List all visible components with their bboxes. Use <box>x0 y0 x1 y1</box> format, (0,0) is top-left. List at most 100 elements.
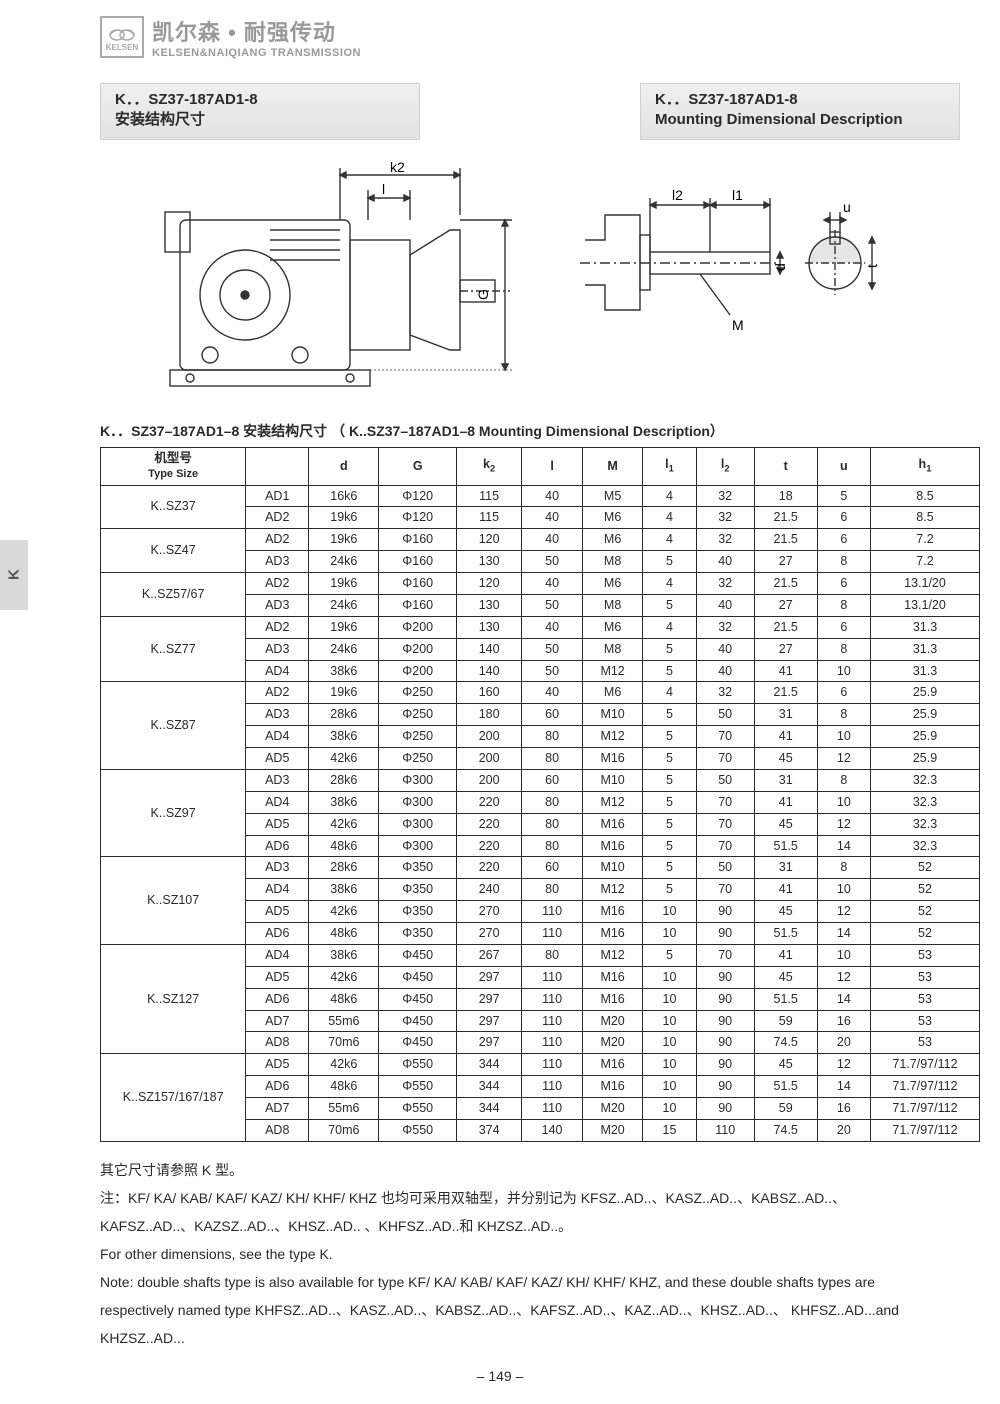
data-cell: AD6 <box>246 923 309 945</box>
brand-en: KELSEN&NAIQIANG TRANSMISSION <box>152 47 361 59</box>
data-cell: Φ250 <box>379 726 456 748</box>
data-cell: 16 <box>817 1098 870 1120</box>
data-cell: 25.9 <box>870 682 979 704</box>
title-right: K．．SZ37-187AD1-8 Mounting Dimensional De… <box>640 83 960 140</box>
data-cell: 10 <box>643 1032 696 1054</box>
data-cell: 8 <box>817 704 870 726</box>
data-cell: 71.7/97/112 <box>870 1054 979 1076</box>
data-cell: 60 <box>522 769 583 791</box>
data-cell: 52 <box>870 857 979 879</box>
data-cell: 32 <box>696 573 754 595</box>
note-cn2: 注：KF/ KA/ KAB/ KAF/ KAZ/ KH/ KHF/ KHZ 也均… <box>100 1184 900 1240</box>
type-size-cell: K..SZ97 <box>101 769 246 857</box>
data-cell: M5 <box>582 485 643 507</box>
data-cell: AD6 <box>246 1076 309 1098</box>
type-size-cell: K..SZ87 <box>101 682 246 770</box>
data-cell: 40 <box>522 485 583 507</box>
data-cell: 140 <box>456 638 521 660</box>
data-cell: 8.5 <box>870 485 979 507</box>
data-cell: M16 <box>582 966 643 988</box>
data-cell: AD6 <box>246 835 309 857</box>
drawing-label-l1: l1 <box>732 187 743 203</box>
data-cell: M12 <box>582 791 643 813</box>
data-cell: AD7 <box>246 1010 309 1032</box>
drawing-label-l: l <box>382 181 385 197</box>
data-cell: 18 <box>754 485 817 507</box>
notes-block: 其它尺寸请参照 K 型。 注：KF/ KA/ KAB/ KAF/ KAZ/ KH… <box>100 1156 900 1352</box>
data-cell: 40 <box>522 616 583 638</box>
data-cell: 267 <box>456 944 521 966</box>
data-cell: M16 <box>582 813 643 835</box>
data-cell: M12 <box>582 879 643 901</box>
data-cell: 51.5 <box>754 1076 817 1098</box>
title-left-line2: 安装结构尺寸 <box>115 110 405 130</box>
drawing-label-G: G <box>475 289 491 300</box>
data-cell: 7.2 <box>870 551 979 573</box>
data-cell: 38k6 <box>309 879 379 901</box>
data-cell: 28k6 <box>309 769 379 791</box>
data-cell: AD2 <box>246 616 309 638</box>
data-cell: 80 <box>522 813 583 835</box>
col-k2: k2 <box>456 447 521 485</box>
data-cell: 53 <box>870 966 979 988</box>
data-cell: 140 <box>456 660 521 682</box>
data-cell: 32 <box>696 529 754 551</box>
data-cell: M6 <box>582 507 643 529</box>
data-cell: 42k6 <box>309 901 379 923</box>
data-cell: 40 <box>696 638 754 660</box>
shaft-detail-drawing: l2 l1 M d u t <box>580 160 880 403</box>
data-cell: AD5 <box>246 901 309 923</box>
data-cell: 48k6 <box>309 988 379 1010</box>
data-cell: 32 <box>696 485 754 507</box>
data-cell: 50 <box>696 769 754 791</box>
data-cell: M10 <box>582 857 643 879</box>
page-number: – 149 – <box>40 1368 960 1384</box>
data-cell: 115 <box>456 507 521 529</box>
data-cell: 41 <box>754 944 817 966</box>
data-cell: 14 <box>817 988 870 1010</box>
data-cell: 70m6 <box>309 1119 379 1141</box>
data-cell: 50 <box>696 704 754 726</box>
data-cell: 74.5 <box>754 1119 817 1141</box>
data-cell: 344 <box>456 1054 521 1076</box>
data-cell: 10 <box>643 1076 696 1098</box>
note-en2: Note: double shafts type is also availab… <box>100 1268 900 1352</box>
data-cell: 51.5 <box>754 835 817 857</box>
drawing-label-l2: l2 <box>672 187 683 203</box>
data-cell: 21.5 <box>754 616 817 638</box>
col-d: d <box>309 447 379 485</box>
data-cell: 21.5 <box>754 573 817 595</box>
col-u: u <box>817 447 870 485</box>
data-cell: Φ300 <box>379 835 456 857</box>
data-cell: 50 <box>696 857 754 879</box>
data-cell: 31.3 <box>870 638 979 660</box>
data-cell: 240 <box>456 879 521 901</box>
data-cell: 5 <box>817 485 870 507</box>
data-cell: 40 <box>696 594 754 616</box>
data-cell: M10 <box>582 769 643 791</box>
dimension-table: 机型号Type SizedGk2lMl1l2tuh1 K..SZ37AD116k… <box>100 447 980 1142</box>
drawing-label-M: M <box>732 317 744 333</box>
data-cell: 5 <box>643 944 696 966</box>
title-right-line2: Mounting Dimensional Description <box>655 110 945 130</box>
data-cell: AD5 <box>246 813 309 835</box>
data-cell: 80 <box>522 748 583 770</box>
data-cell: 70m6 <box>309 1032 379 1054</box>
data-cell: Φ550 <box>379 1054 456 1076</box>
data-cell: 12 <box>817 748 870 770</box>
data-cell: 32 <box>696 616 754 638</box>
data-cell: 110 <box>522 1010 583 1032</box>
data-cell: AD4 <box>246 726 309 748</box>
data-cell: 6 <box>817 682 870 704</box>
title-left: K．．SZ37-187AD1-8 安装结构尺寸 <box>100 83 420 140</box>
data-cell: Φ250 <box>379 704 456 726</box>
data-cell: 120 <box>456 529 521 551</box>
data-cell: AD2 <box>246 682 309 704</box>
data-cell: 5 <box>643 791 696 813</box>
data-cell: 130 <box>456 594 521 616</box>
data-cell: 32 <box>696 682 754 704</box>
data-cell: 71.7/97/112 <box>870 1119 979 1141</box>
data-cell: 41 <box>754 660 817 682</box>
data-cell: 50 <box>522 551 583 573</box>
data-cell: Φ350 <box>379 857 456 879</box>
